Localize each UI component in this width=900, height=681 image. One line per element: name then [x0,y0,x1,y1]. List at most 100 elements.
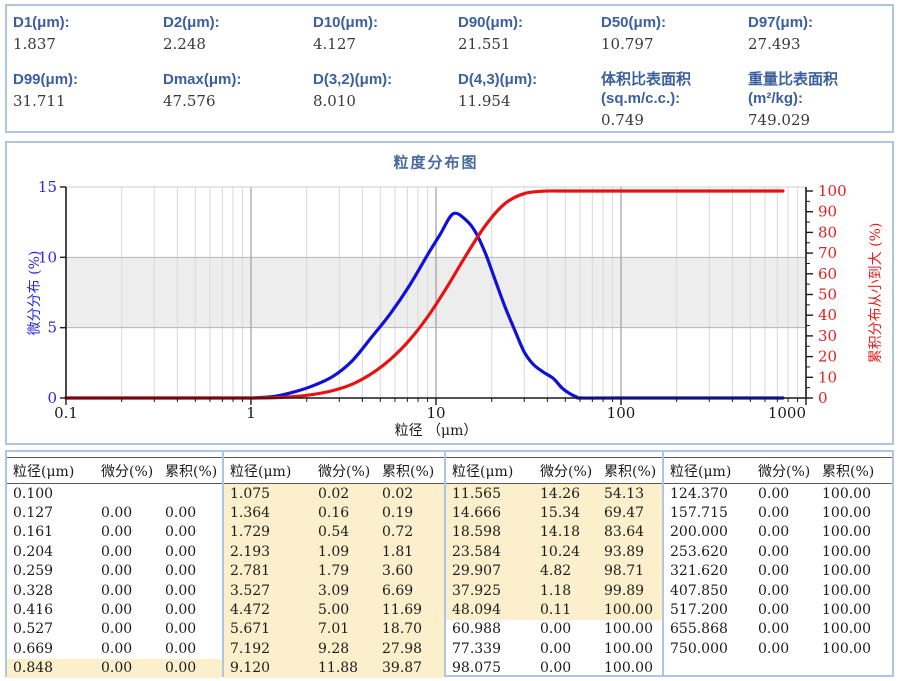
table-header-cell: 微分(%) [540,463,593,480]
svg-text:100: 100 [818,182,847,200]
table-cell: 6.69 [382,582,414,599]
x-axis-title: 粒径 （μm） [394,423,478,439]
svg-text:0: 0 [818,389,828,407]
table-cell: 0.00 [101,543,133,560]
table-cell: 0.00 [165,563,197,580]
table-row: 9.120 11.88 39.87 [224,658,444,678]
table-row: 0.259 0.00 0.00 [7,562,222,581]
table-cell: 0.00 [101,660,133,677]
summary-item-label: D97(μm): [748,14,814,31]
chart-title: 粒度分布图 [393,153,479,172]
table-row: 253.620 0.00 100.00 [664,542,892,561]
summary-item-value: 2.248 [163,35,206,53]
table-cell: 0.00 [758,485,790,502]
table-cell: 100.00 [822,621,871,638]
table-row: 48.094 0.11 100.00 [446,600,662,620]
table-cell: 98.71 [604,563,645,580]
table-cell: 7.01 [318,621,350,638]
table-header-cell: 累积(%) [822,463,875,480]
summary-item-value: 1.837 [13,35,56,53]
summary-item-value: 21.551 [458,35,511,53]
table-row: 0.416 0.00 0.00 [7,600,222,619]
table-cell: 69.47 [604,505,645,522]
svg-text:15: 15 [38,178,57,196]
summary-item-value: 11.954 [458,92,511,110]
summary-item: D10(μm): 4.127 [313,13,458,70]
table-cell: 0.00 [758,640,790,657]
table-cell: 0.00 [165,660,197,677]
table-row: 77.339 0.00 100.00 [446,639,662,658]
svg-text:60: 60 [818,265,837,283]
table-cell: 27.98 [382,640,423,657]
summary-item-value: 0.749 [601,111,644,129]
table-cell: 3.527 [230,582,271,599]
table-row: 517.200 0.00 100.00 [664,600,892,619]
table-header-cell: 微分(%) [758,463,811,480]
table-header-cell: 累积(%) [604,463,657,480]
summary-item-value: 31.711 [13,92,66,110]
table-cell: 0.00 [165,524,197,541]
table-header-row: 粒径(μm) 微分(%) 累积(%) [224,457,444,484]
table-cell: 15.34 [540,505,581,522]
table-row: 0.127 0.00 0.00 [7,503,222,522]
table-cell: 0.416 [13,602,54,619]
table-row: 157.715 0.00 100.00 [664,503,892,522]
table-row: 11.565 14.26 54.13 [446,484,662,504]
table-cell: 0.00 [101,563,133,580]
table-cell: 0.19 [382,505,414,522]
table-cell: 0.527 [13,621,54,638]
table-cell: 0.127 [13,505,54,522]
table-cell: 11.69 [382,602,423,619]
table-groups: 粒径(μm) 微分(%) 累积(%) 0.100 0.127 0.00 0.00 0.161 0… [7,452,892,678]
table-cell: 3.60 [382,563,414,580]
table-cell: 0.00 [758,563,790,580]
summary-item: D(4,3)(μm): 11.954 [458,70,601,130]
table-cell: 0.848 [13,660,54,677]
table-cell: 124.370 [670,485,728,502]
summary-item-label: D2(μm): [163,14,220,31]
summary-item: D97(μm): 27.493 [748,13,892,70]
svg-text:5: 5 [47,319,57,337]
svg-text:10: 10 [38,248,57,266]
table-cell: 10.24 [540,543,581,560]
table-cell: 98.075 [452,660,501,677]
table-row: 750.000 0.00 100.00 [664,639,892,658]
summary-item: 重量比表面积(m²/kg): 749.029 [748,70,892,130]
summary-item: D1(μm): 1.837 [13,13,163,70]
table-cell: 100.00 [822,640,871,657]
table-cell: 37.925 [452,582,501,599]
table-cell: 60.988 [452,621,501,638]
table-cell: 0.00 [101,621,133,638]
table-header-row: 粒径(μm) 微分(%) 累积(%) [664,457,892,484]
table-cell: 157.715 [670,505,728,522]
svg-text:20: 20 [818,348,837,366]
summary-item-label: D90(μm): [458,14,524,31]
table-row: 37.925 1.18 99.89 [446,580,662,601]
table-row: 0.669 0.00 0.00 [7,639,222,658]
table-row: 29.907 4.82 98.71 [446,561,662,581]
table-cell: 0.00 [758,505,790,522]
summary-item-value: 27.493 [748,35,801,53]
table-cell: 750.000 [670,640,728,657]
table-cell: 0.00 [165,621,197,638]
svg-text:30: 30 [818,327,837,345]
chart-panel: 0.1 1 10 100 1000 0 5 10 15 0 10 20 30 40 50 60 70 80 90 10… [5,141,894,445]
table-cell: 1.075 [230,485,271,502]
table-cell: 11.565 [452,485,501,502]
table-cell: 0.16 [318,505,350,522]
table-cell: 0.204 [13,543,54,560]
summary-item-value: 4.127 [313,35,356,53]
table-cell: 655.868 [670,621,728,638]
table-cell: 200.000 [670,524,728,541]
table-cell: 0.00 [101,505,133,522]
table-cell: 0.00 [758,582,790,599]
svg-text:70: 70 [818,244,837,262]
table-cell: 2.193 [230,543,271,560]
table-row: 60.988 0.00 100.00 [446,620,662,639]
table-cell: 48.094 [452,602,501,619]
table-cell: 100.00 [822,485,871,502]
table-group: 粒径(μm) 微分(%) 累积(%) 1.075 0.02 0.02 1.364 0.16 0.… [222,452,444,678]
table-row: 2.193 1.09 1.81 [224,542,444,562]
table-cell: 5.671 [230,621,271,638]
